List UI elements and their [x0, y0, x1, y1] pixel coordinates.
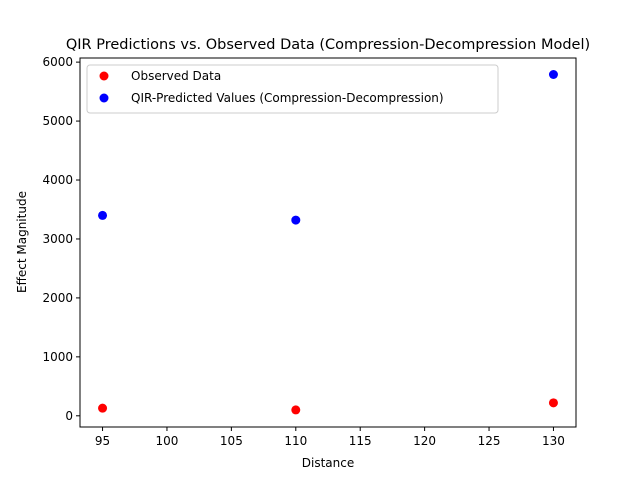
plot-area — [79, 57, 577, 428]
x-tick-label: 125 — [478, 434, 501, 448]
x-axis-label: Distance — [302, 456, 354, 470]
data-point-series-2 — [548, 70, 558, 80]
y-tick-label: 1000 — [42, 350, 73, 364]
chart-title: QIR Predictions vs. Observed Data (Compr… — [66, 37, 590, 53]
y-axis-label: Effect Magnitude — [15, 191, 29, 293]
data-point-series-2 — [98, 210, 108, 220]
legend-marker — [99, 93, 109, 103]
x-tick-label: 100 — [156, 434, 179, 448]
legend: Observed Data QIR-Predicted Values (Compr… — [86, 64, 499, 114]
data-points — [98, 70, 558, 415]
y-tick-label: 0 — [65, 409, 73, 423]
x-tick-label: 105 — [220, 434, 243, 448]
legend-frame — [86, 64, 499, 114]
x-tick-label: 120 — [413, 434, 436, 448]
x-tick-label: 115 — [349, 434, 372, 448]
y-tick-label: 5000 — [42, 114, 73, 128]
plot-frame — [79, 57, 577, 428]
x-axis-ticks: 95 100 105 110 115 120 125 130 — [95, 427, 565, 448]
legend-marker — [99, 71, 109, 81]
data-point-series-2 — [291, 215, 301, 225]
data-point-series-1 — [98, 403, 108, 413]
y-tick-label: 6000 — [42, 55, 73, 69]
x-tick-label: 130 — [542, 434, 565, 448]
y-axis-ticks: 0 1000 2000 3000 4000 5000 6000 — [42, 55, 80, 423]
x-tick-label: 110 — [284, 434, 307, 448]
legend-entry-label: Observed Data — [131, 69, 221, 83]
y-tick-label: 3000 — [42, 232, 73, 246]
legend-entry-label: QIR-Predicted Values (Compression-Decomp… — [131, 91, 444, 105]
y-tick-label: 2000 — [42, 291, 73, 305]
data-point-series-1 — [291, 405, 301, 415]
y-tick-label: 4000 — [42, 173, 73, 187]
x-tick-label: 95 — [95, 434, 110, 448]
data-point-series-1 — [548, 398, 558, 408]
